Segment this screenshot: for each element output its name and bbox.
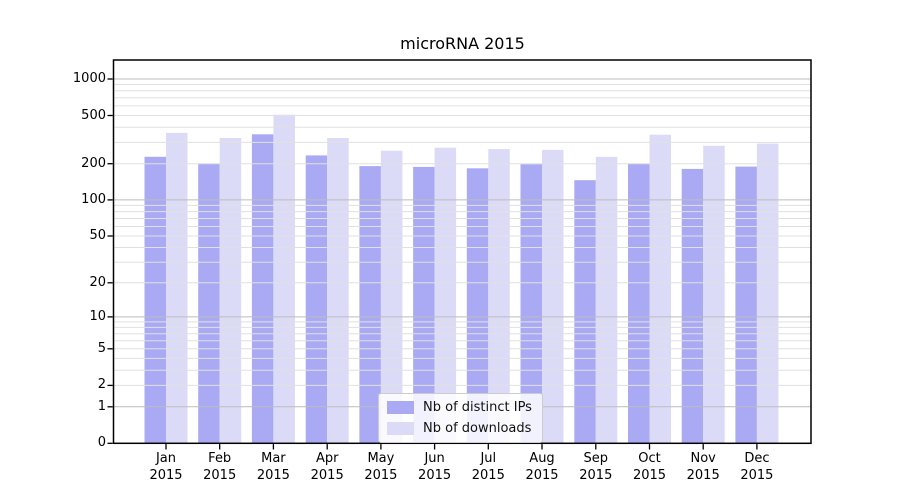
y-tick-label-50: 50: [89, 228, 106, 243]
bar-nb-of-distinct-ips-jan: [144, 156, 166, 444]
bar-nb-of-distinct-ips-jul: [466, 168, 489, 444]
x-tick-label-oct: Oct 2015: [621, 450, 679, 484]
legend-swatch-nb-of-downloads: [387, 422, 414, 435]
year-label: 2015: [256, 468, 290, 483]
month-label: May: [367, 451, 395, 466]
bar-nb-of-distinct-ips-may: [359, 166, 381, 444]
bar-nb-of-downloads-sep: [595, 156, 618, 444]
year-label: 2015: [471, 468, 505, 483]
bar-nb-of-distinct-ips-feb: [198, 163, 220, 444]
month-label: Apr: [315, 451, 339, 466]
y-tick-label-2: 2: [97, 377, 106, 393]
y-tick-label-1000: 1000: [72, 71, 106, 86]
bar-nb-of-distinct-ips-mar: [251, 134, 274, 444]
legend-item-nb-of-distinct-ips: Nb of distinct IPs: [387, 400, 532, 415]
x-tick-label-sep: Sep 2015: [567, 450, 625, 484]
bar-nb-of-distinct-ips-nov: [681, 168, 704, 444]
month-label: Dec: [744, 451, 770, 466]
year-label: 2015: [740, 468, 774, 483]
y-tick-label-20: 20: [89, 274, 106, 290]
y-tick-label-1: 1: [97, 398, 106, 414]
y-tick-label-10: 10: [89, 308, 106, 324]
bar-nb-of-downloads-feb: [219, 138, 242, 444]
year-label: 2015: [632, 468, 667, 483]
bar-nb-of-downloads-dec: [756, 143, 779, 444]
x-tick-label-may: May 2015: [352, 450, 410, 484]
bar-nb-of-downloads-jun: [434, 147, 457, 444]
month-label: Sep: [583, 451, 609, 466]
x-tick-label-mar: Mar 2015: [244, 450, 302, 484]
bar-nb-of-downloads-mar: [273, 114, 295, 444]
bar-nb-of-downloads-apr: [327, 138, 349, 444]
bar-nb-of-downloads-aug: [542, 149, 564, 444]
bar-nb-of-distinct-ips-dec: [735, 166, 757, 444]
chart-title: microRNA 2015: [400, 34, 525, 53]
x-tick-label-jun: Jun 2015: [406, 450, 464, 484]
legend-item-nb-of-downloads: Nb of downloads: [387, 421, 532, 436]
month-label: Mar: [261, 451, 286, 466]
x-tick-label-aug: Aug 2015: [513, 450, 571, 484]
y-tick-label-500: 500: [81, 107, 106, 123]
year-label: 2015: [579, 468, 613, 483]
x-tick-label-nov: Nov 2015: [674, 450, 732, 484]
y-tick-label-0: 0: [97, 435, 106, 451]
month-label: Jan: [155, 451, 177, 466]
year-label: 2015: [364, 468, 398, 483]
x-tick-label-feb: Feb 2015: [191, 450, 249, 484]
x-tick-label-dec: Dec 2015: [728, 450, 786, 484]
year-label: 2015: [310, 468, 344, 483]
x-tick-label-jul: Jul 2015: [459, 450, 517, 484]
month-label: Jun: [424, 451, 445, 466]
y-tick-label-5: 5: [97, 340, 106, 356]
bar-nb-of-distinct-ips-aug: [520, 164, 542, 444]
month-label: Oct: [638, 451, 661, 466]
legend: Nb of distinct IPs Nb of downloads: [378, 393, 543, 443]
x-tick-label-apr: Apr 2015: [298, 450, 356, 484]
year-label: 2015: [149, 468, 183, 483]
month-label: Nov: [690, 451, 716, 466]
bar-nb-of-downloads-oct: [649, 134, 671, 444]
bar-nb-of-distinct-ips-oct: [628, 163, 650, 444]
y-tick-label-200: 200: [81, 155, 106, 171]
legend-label: Nb of downloads: [423, 421, 532, 436]
year-label: 2015: [418, 468, 452, 483]
month-label: Feb: [208, 451, 232, 466]
bar-nb-of-distinct-ips-apr: [305, 155, 328, 444]
legend-swatch-nb-of-distinct-ips: [387, 401, 414, 414]
month-label: Jul: [480, 451, 497, 466]
bar-nb-of-downloads-nov: [703, 145, 725, 444]
year-label: 2015: [203, 468, 237, 483]
bar-nb-of-distinct-ips-sep: [574, 180, 596, 444]
year-label: 2015: [525, 468, 559, 483]
y-tick-label-100: 100: [81, 191, 106, 207]
month-label: Aug: [529, 451, 555, 466]
year-label: 2015: [686, 468, 720, 483]
bar-nb-of-downloads-jan: [166, 132, 188, 444]
plot-box-spines: [112, 59, 812, 445]
legend-label: Nb of distinct IPs: [423, 400, 532, 415]
x-tick-label-jan: Jan 2015: [137, 450, 195, 484]
